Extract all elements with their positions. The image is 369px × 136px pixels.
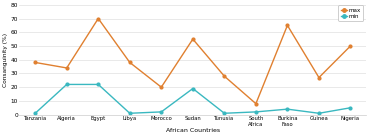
max — [96, 18, 100, 19]
min — [254, 111, 258, 113]
Line: min: min — [34, 83, 352, 115]
max — [159, 86, 163, 88]
max — [128, 62, 132, 63]
max — [222, 75, 227, 77]
min — [222, 112, 227, 114]
min — [128, 112, 132, 114]
Legend: max, min: max, min — [338, 5, 363, 21]
max — [285, 25, 290, 26]
max — [65, 67, 69, 69]
min — [285, 108, 290, 110]
Y-axis label: Consanguinity (%): Consanguinity (%) — [3, 33, 8, 87]
min — [96, 84, 100, 85]
Line: max: max — [34, 17, 352, 105]
min — [65, 84, 69, 85]
max — [317, 77, 321, 78]
max — [254, 103, 258, 104]
min — [159, 111, 163, 113]
max — [33, 62, 37, 63]
min — [348, 107, 353, 109]
X-axis label: African Countries: African Countries — [166, 128, 220, 133]
min — [317, 112, 321, 114]
min — [191, 88, 195, 89]
min — [33, 112, 37, 114]
max — [191, 38, 195, 40]
max — [348, 45, 353, 47]
